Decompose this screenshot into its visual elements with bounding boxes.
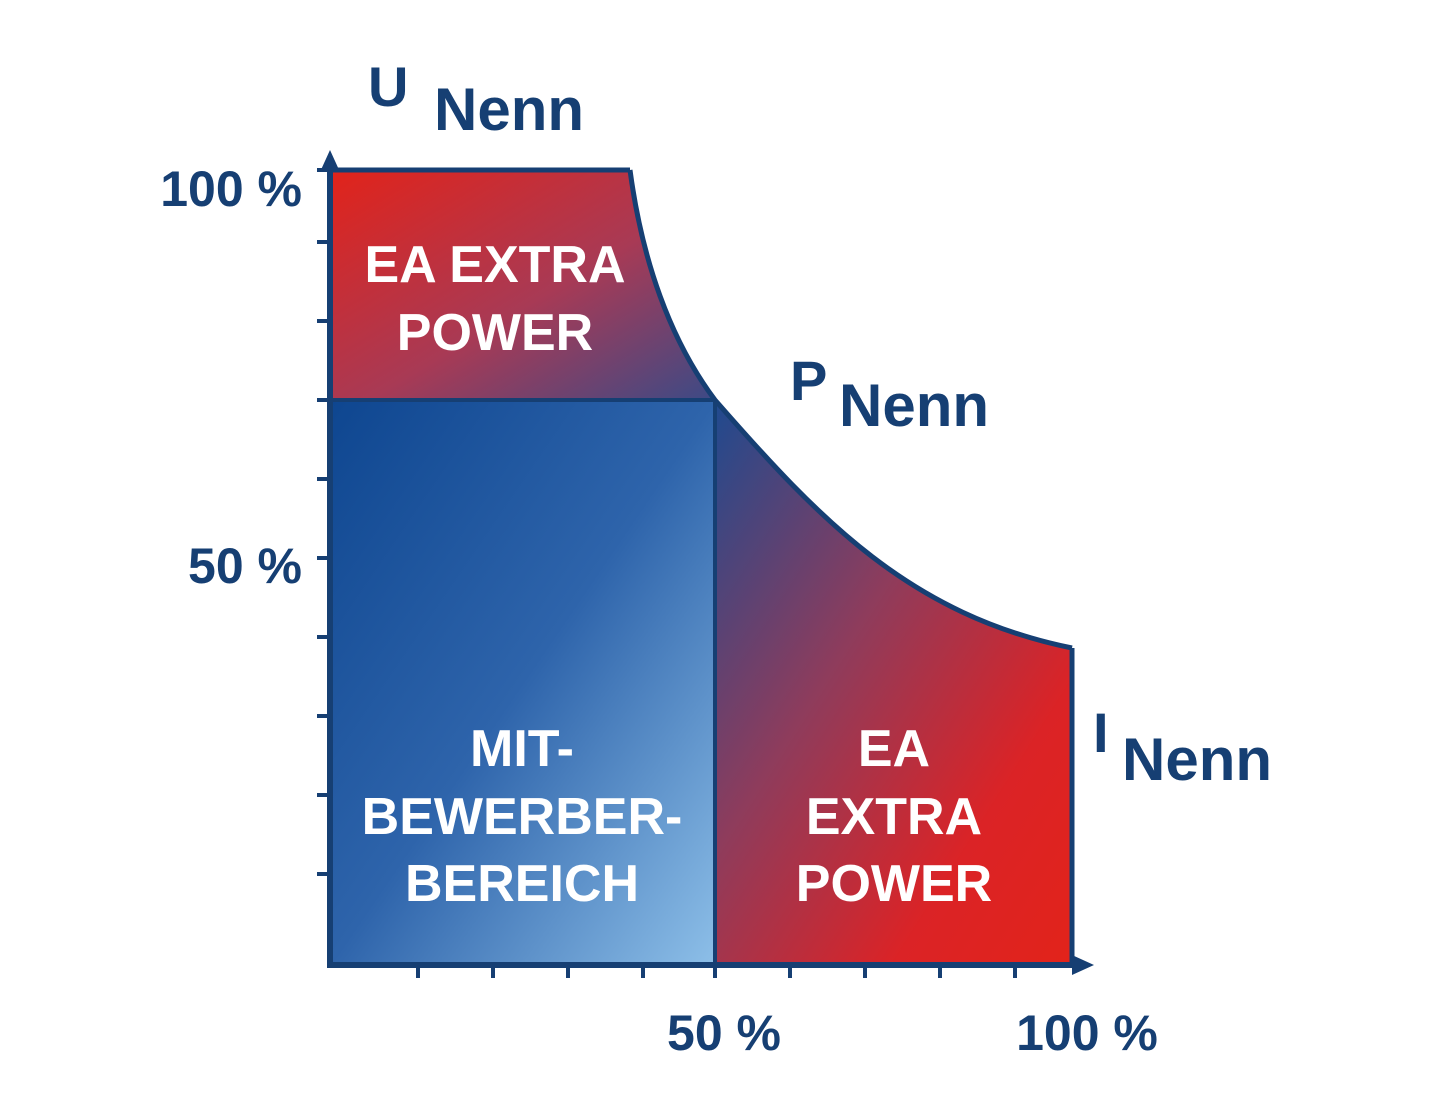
x-axis-title: I Nenn xyxy=(1093,701,1272,793)
right-extra-line-1: EA xyxy=(858,720,930,778)
y-axis-subscript: Nenn xyxy=(434,76,584,143)
y-axis-symbol: U xyxy=(368,55,408,118)
power-curve-title: P Nenn xyxy=(790,349,989,439)
x-axis-ticks xyxy=(416,965,1017,978)
x-tick-label-100: 100 % xyxy=(1016,1005,1158,1061)
power-symbol: P xyxy=(790,349,827,412)
right-extra-line-2: EXTRA xyxy=(806,788,982,846)
region-right-extra-power xyxy=(715,400,1072,965)
x-axis-symbol: I xyxy=(1093,701,1109,764)
top-extra-line-1: EA EXTRA xyxy=(365,236,626,294)
x-axis-arrow-icon xyxy=(1072,955,1094,975)
competitor-label: MIT- BEWERBER- BEREICH xyxy=(362,720,683,913)
right-extra-line-3: POWER xyxy=(796,855,992,913)
region-competitor xyxy=(330,400,715,965)
x-axis-subscript: Nenn xyxy=(1122,726,1272,793)
power-subscript: Nenn xyxy=(839,372,989,439)
power-curve xyxy=(627,169,1073,651)
top-extra-line-2: POWER xyxy=(397,304,593,362)
right-extra-power-label: EA EXTRA POWER xyxy=(796,720,992,913)
y-axis-arrow-icon xyxy=(320,150,340,172)
y-axis-ticks xyxy=(317,168,330,876)
competitor-line-1: MIT- xyxy=(470,720,574,778)
y-tick-label-50: 50 % xyxy=(188,538,302,594)
competitor-line-2: BEWERBER- xyxy=(362,788,683,846)
top-extra-power-label: EA EXTRA POWER xyxy=(365,236,626,362)
y-axis-title: U Nenn xyxy=(368,55,584,143)
region-top-extra-power xyxy=(330,170,715,400)
y-tick-label-100: 100 % xyxy=(160,161,302,217)
x-tick-label-50: 50 % xyxy=(667,1005,781,1061)
competitor-line-3: BEREICH xyxy=(405,855,639,913)
